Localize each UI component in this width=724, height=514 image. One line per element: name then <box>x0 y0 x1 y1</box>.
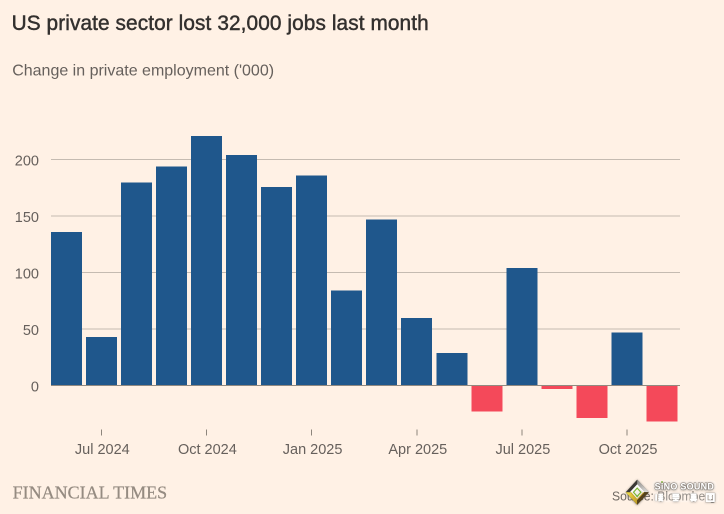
svg-text:Change in private employment (: Change in private employment ('000) <box>12 62 274 79</box>
svg-text:Oct 2025: Oct 2025 <box>599 442 658 458</box>
svg-text:Oct 2024: Oct 2024 <box>178 442 237 458</box>
svg-text:SiNO SOUND: SiNO SOUND <box>655 482 715 493</box>
svg-text:Apr 2025: Apr 2025 <box>388 442 447 458</box>
svg-text:US private sector lost 32,000: US private sector lost 32,000 jobs last … <box>12 12 429 35</box>
svg-text:200: 200 <box>15 154 39 170</box>
svg-text:100: 100 <box>15 267 39 283</box>
svg-text:150: 150 <box>15 210 39 226</box>
svg-text:Jan 2025: Jan 2025 <box>283 442 343 458</box>
svg-text:50: 50 <box>23 323 39 339</box>
svg-text:Jul 2025: Jul 2025 <box>495 442 550 458</box>
svg-text:0: 0 <box>31 379 39 395</box>
svg-text:Jul 2024: Jul 2024 <box>75 442 130 458</box>
svg-text:FINANCIAL TIMES: FINANCIAL TIMES <box>13 483 168 503</box>
